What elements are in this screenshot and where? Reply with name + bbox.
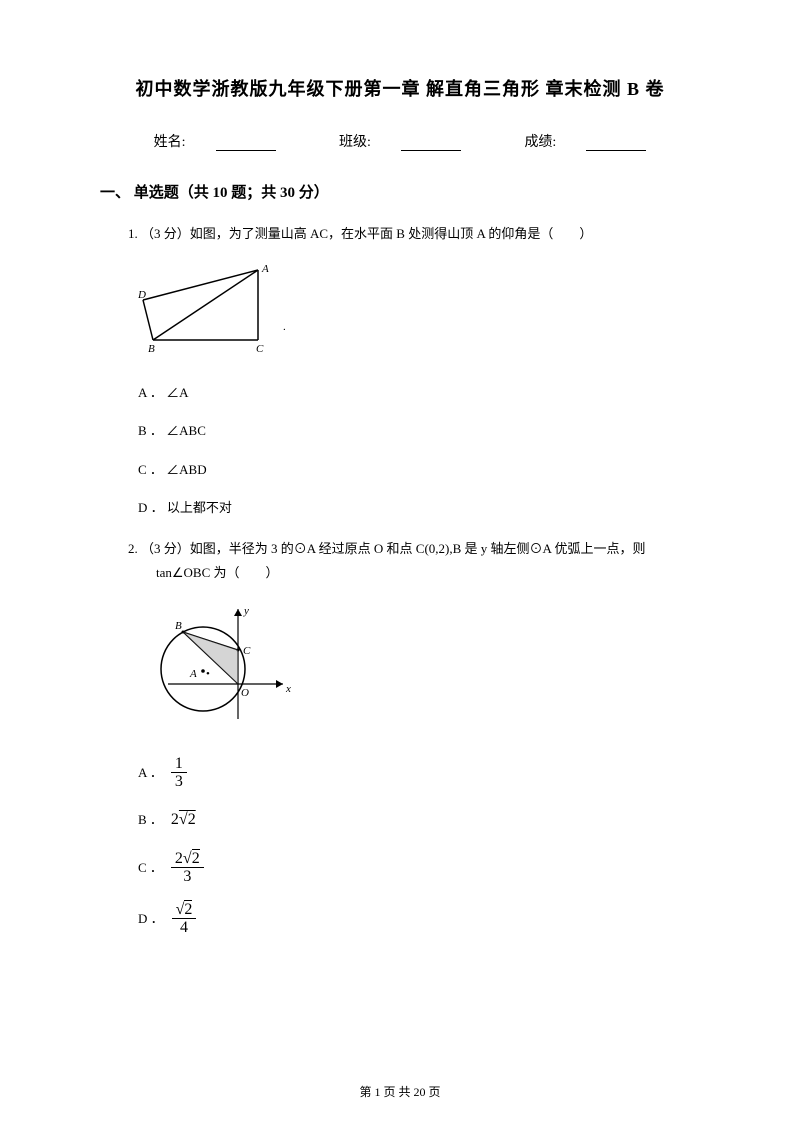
svg-text:O: O <box>241 687 249 699</box>
svg-text:x: x <box>285 683 291 695</box>
page-footer: 第 1 页 共 20 页 <box>0 1083 800 1100</box>
fig1-label-a: A <box>261 263 269 275</box>
name-label: 姓名: <box>154 135 186 150</box>
svg-text:C: C <box>243 645 251 657</box>
name-field: 姓名: <box>139 135 294 150</box>
fig1-label-c: C <box>256 343 264 355</box>
question-1: 1. （3 分）如图，为了测量山高 AC，在水平面 B 处测得山顶 A 的仰角是… <box>100 222 700 519</box>
score-field: 成绩: <box>509 135 661 150</box>
q2-option-d-label: D ． <box>138 907 164 930</box>
section-header: 一、 单选题（共 10 题；共 30 分） <box>100 181 700 202</box>
question-2: 2. （3 分）如图，半径为 3 的⊙A 经过原点 O 和点 C(0,2),B … <box>100 537 700 937</box>
q1-option-b: B ． ∠ABC <box>128 419 700 442</box>
q1-option-c: C ． ∠ABD <box>128 458 700 481</box>
question-1-text: 1. （3 分）如图，为了测量山高 AC，在水平面 B 处测得山顶 A 的仰角是… <box>128 222 700 245</box>
class-underline <box>401 137 461 151</box>
q2-option-c-label: C ． <box>138 856 163 879</box>
q2-option-a-fraction: 1 3 <box>171 755 187 791</box>
svg-text:.: . <box>283 321 286 333</box>
fig1-label-b: B <box>148 343 155 355</box>
student-info-line: 姓名: 班级: 成绩: <box>100 131 700 151</box>
q2-option-a: A ． 1 3 <box>100 755 700 791</box>
score-label: 成绩: <box>524 135 556 150</box>
svg-text:•: • <box>206 668 210 680</box>
q1-option-d: D ． 以上都不对 <box>128 496 700 519</box>
q1-option-a: A ． ∠A <box>128 381 700 404</box>
q2-option-d: D ． √2 4 <box>100 901 700 937</box>
svg-text:A: A <box>189 668 197 680</box>
page-title: 初中数学浙教版九年级下册第一章 解直角三角形 章末检测 B 卷 <box>100 75 700 101</box>
question-2-figure: x y A • O C B <box>110 599 700 736</box>
q2-option-d-fraction: √2 4 <box>172 901 197 937</box>
question-1-figure: A B C D . <box>138 260 700 362</box>
svg-text:y: y <box>243 605 249 617</box>
q2-option-c-fraction: 2√2 3 <box>171 850 204 886</box>
class-field: 班级: <box>324 135 479 150</box>
fig1-label-d: D <box>138 289 146 301</box>
class-label: 班级: <box>339 135 371 150</box>
q2-option-b: B ． 2√2 <box>100 806 700 835</box>
q2-option-a-label: A ． <box>138 761 163 784</box>
svg-text:B: B <box>175 620 182 632</box>
question-2-text: 2. （3 分）如图，半径为 3 的⊙A 经过原点 O 和点 C(0,2),B … <box>128 537 700 584</box>
name-underline <box>216 137 276 151</box>
q2-option-b-label: B ． <box>138 808 163 831</box>
q2-option-b-value: 2√2 <box>171 806 196 835</box>
score-underline <box>586 137 646 151</box>
q2-option-c: C ． 2√2 3 <box>100 850 700 886</box>
